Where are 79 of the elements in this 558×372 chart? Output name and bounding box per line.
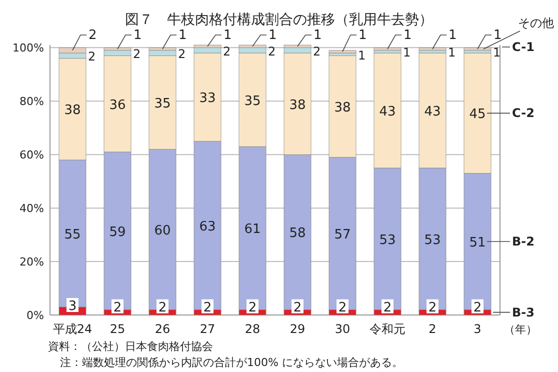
bar	[328, 50, 356, 54]
data-label: 1	[493, 46, 501, 60]
data-label: 2	[88, 28, 97, 43]
data-label: 53	[424, 232, 441, 248]
x-tick-label: 26	[154, 322, 170, 336]
data-label: 2	[223, 44, 231, 58]
data-label: 43	[379, 104, 396, 120]
data-label: 1	[224, 28, 232, 43]
data-label: 2	[248, 300, 257, 316]
x-tick-label: 25	[110, 322, 126, 336]
data-label: 2	[473, 300, 482, 316]
data-label: 60	[154, 223, 171, 238]
text: 資料：（公社）日本食肉格付協会	[48, 340, 213, 353]
data-label: 1	[403, 46, 411, 60]
data-label: 63	[199, 219, 216, 234]
x-axis-title: （年）	[504, 323, 537, 336]
data-label: 1	[358, 48, 366, 62]
data-label: 2	[133, 47, 141, 62]
data-label: 38	[289, 98, 306, 113]
series-label: C-1	[512, 40, 534, 54]
x-tick-label: 28	[244, 322, 260, 336]
data-label: 1	[268, 28, 277, 43]
x-tick-label: 30	[334, 322, 350, 336]
chart-title: 図７ 牛枝肉格付構成割合の推移（乳用牛去勢）	[125, 12, 433, 28]
bar	[374, 47, 402, 51]
bar	[418, 47, 446, 51]
data-label: 2	[88, 50, 96, 64]
data-label: 2	[203, 300, 212, 316]
x-tick-label: 29	[290, 322, 306, 336]
data-label: 2	[178, 47, 186, 62]
data-label: 3	[68, 298, 77, 314]
data-label: 58	[289, 226, 306, 242]
data-label: 1	[448, 28, 457, 43]
data-label: 2	[158, 300, 167, 316]
y-tick-label: 40%	[20, 202, 44, 216]
x-tick-label: 27	[200, 322, 216, 336]
data-label: 36	[109, 98, 126, 113]
text: 注：端数処理の関係から内訳の合計が100% にならない場合がある。	[60, 356, 403, 369]
data-label: 1	[178, 28, 187, 43]
series-label: C-2	[512, 106, 534, 120]
data-label: 2	[428, 300, 437, 316]
x-tick-label: 令和元	[370, 322, 406, 336]
data-label: 2	[268, 44, 276, 58]
data-label: 53	[379, 232, 396, 248]
data-label: 1	[448, 46, 456, 60]
data-label: 2	[293, 300, 302, 316]
data-label: 38	[334, 100, 351, 116]
text: その他	[518, 16, 554, 30]
x-tick-label: 平成24	[52, 322, 92, 336]
y-tick-label: 0%	[26, 309, 44, 322]
y-tick-label: 100%	[12, 42, 44, 55]
data-label: 35	[154, 96, 171, 112]
y-tick-label: 20%	[20, 256, 44, 269]
data-label: 33	[199, 91, 216, 106]
data-label: 43	[424, 104, 441, 120]
y-tick-label: 80%	[20, 95, 44, 108]
data-label: 1	[404, 28, 412, 43]
y-tick-label: 60%	[20, 148, 44, 162]
data-label: 45	[469, 107, 486, 122]
data-label: 59	[109, 224, 126, 240]
data-label: 1	[134, 28, 142, 43]
data-label: 35	[244, 94, 261, 109]
data-label: 55	[64, 227, 81, 242]
data-label: 1	[494, 28, 502, 43]
bar	[464, 47, 492, 51]
data-label: 2	[113, 300, 122, 316]
x-tick-label: 2	[428, 322, 436, 336]
data-label: 1	[358, 28, 367, 43]
data-label: 38	[64, 103, 81, 118]
data-label: 2	[313, 44, 321, 58]
data-label: 57	[334, 227, 351, 242]
series-label: B-3	[512, 305, 534, 320]
data-label: 2	[338, 300, 347, 316]
data-label: 1	[314, 28, 322, 43]
series-label: B-2	[512, 234, 534, 248]
data-label: 2	[383, 300, 392, 316]
x-tick-label: 3	[474, 322, 482, 336]
data-label: 61	[244, 222, 261, 238]
data-label: 51	[469, 235, 486, 250]
